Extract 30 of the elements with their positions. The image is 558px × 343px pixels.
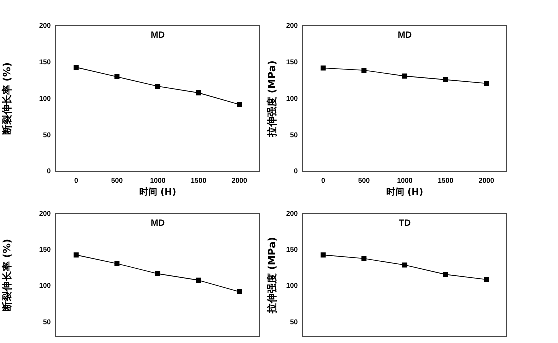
point bbox=[484, 277, 490, 282]
point bbox=[237, 289, 242, 295]
y-axis-title: 断裂伸长率 (%) bbox=[2, 239, 14, 312]
point bbox=[196, 278, 202, 283]
point bbox=[155, 84, 161, 90]
point bbox=[74, 252, 79, 258]
point bbox=[443, 77, 448, 82]
point bbox=[362, 68, 367, 73]
point bbox=[114, 74, 120, 80]
point bbox=[443, 272, 448, 278]
point bbox=[74, 65, 79, 70]
point bbox=[320, 66, 326, 71]
point bbox=[484, 81, 490, 86]
point bbox=[114, 261, 120, 266]
chart-title: MD bbox=[398, 30, 412, 40]
point bbox=[402, 74, 408, 79]
chart-title: TD bbox=[399, 218, 412, 228]
point bbox=[155, 271, 161, 276]
x-axis-title: 时间 (H) bbox=[140, 186, 176, 198]
point bbox=[237, 102, 242, 108]
point bbox=[196, 90, 202, 96]
x-axis-title: 时间 (H) bbox=[386, 186, 424, 198]
point bbox=[362, 256, 367, 262]
chart-title: MD bbox=[151, 218, 166, 228]
y-axis-title: 拉伸强度 (MPa) bbox=[266, 237, 279, 315]
point bbox=[320, 252, 326, 258]
y-axis-title: 拉伸强度 (MPa) bbox=[266, 60, 279, 138]
point bbox=[402, 262, 408, 268]
chart-title: MD bbox=[151, 30, 166, 40]
y-axis-title: 断裂伸长率 (%) bbox=[2, 62, 14, 136]
